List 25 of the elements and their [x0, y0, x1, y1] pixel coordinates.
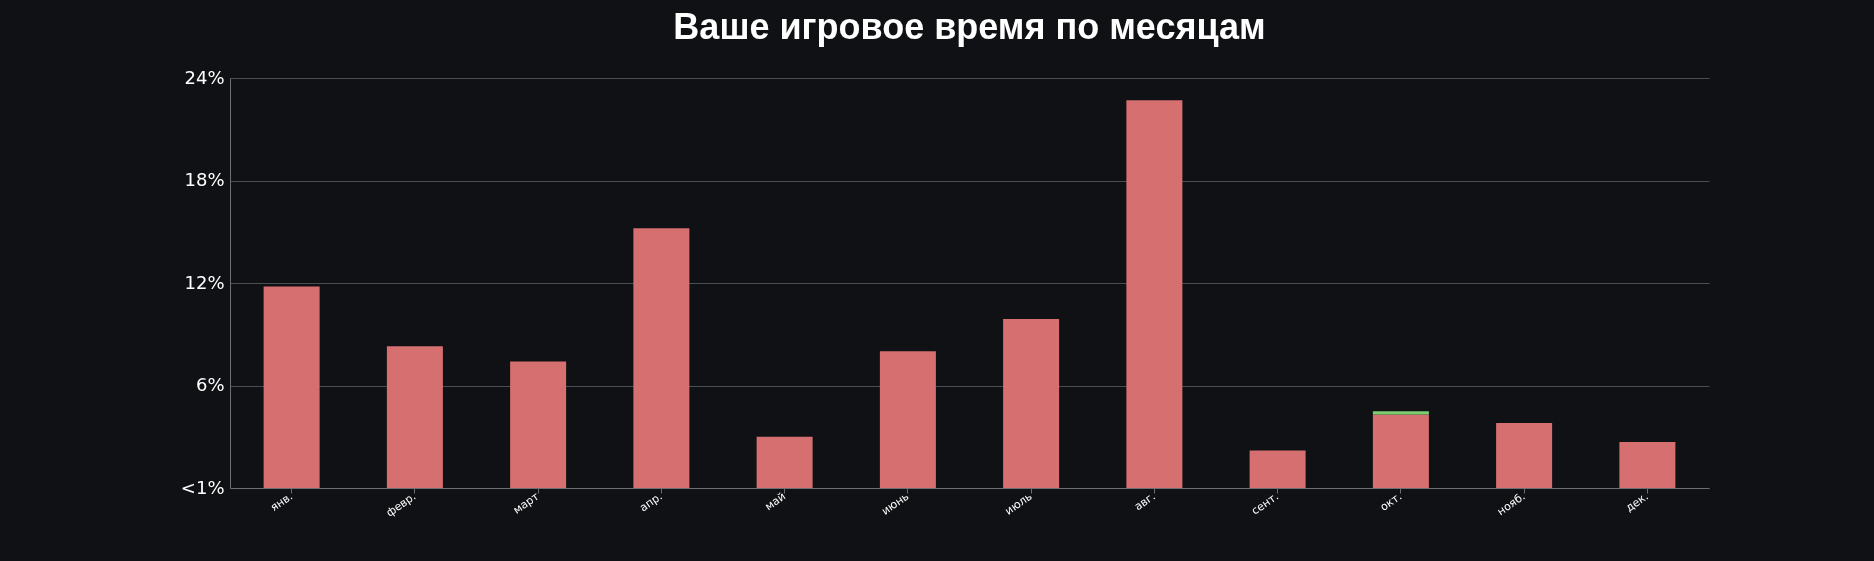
x-tick-label: янв. — [268, 489, 296, 515]
bar — [1496, 423, 1553, 488]
bar — [1126, 100, 1183, 488]
bar — [879, 351, 936, 488]
y-tick-label: 6% — [195, 374, 225, 395]
bar — [510, 361, 567, 488]
bar — [1249, 450, 1306, 488]
x-tick-label: окт. — [1377, 489, 1405, 514]
x-tick-label: май — [762, 489, 789, 514]
y-tick-label: 24% — [184, 66, 225, 88]
bar — [1003, 318, 1060, 488]
bar — [263, 286, 320, 488]
y-tick-label: <1% — [180, 476, 225, 498]
bar — [1619, 441, 1676, 488]
bar — [386, 346, 443, 488]
x-tick-label: авг. — [1131, 489, 1158, 514]
chart-title: Ваше игровое время по месяцам — [673, 6, 1266, 47]
bar — [1372, 411, 1429, 415]
y-tick-label: 12% — [184, 271, 225, 293]
x-tick-label: дек. — [1623, 489, 1651, 515]
y-tick-label: 18% — [184, 169, 225, 190]
x-tick-label: апр. — [637, 489, 665, 515]
bar — [633, 228, 690, 488]
bar — [756, 436, 813, 488]
bar — [1372, 414, 1429, 488]
